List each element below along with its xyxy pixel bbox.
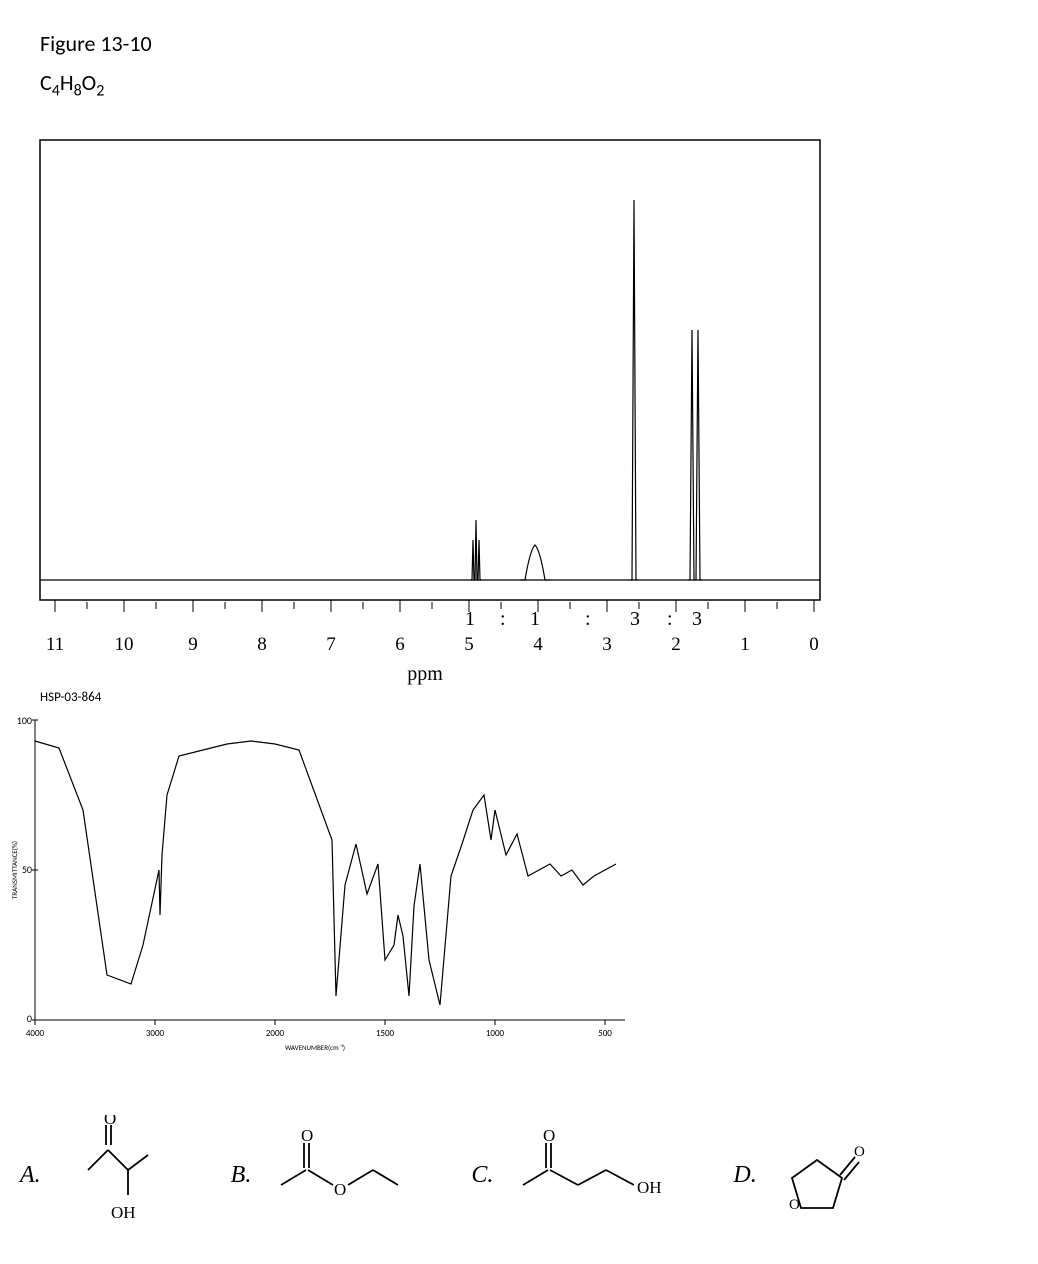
xtick-500: 500	[598, 1028, 612, 1039]
figure-title: Figure 13-10	[40, 30, 998, 57]
tick-8: 8	[257, 634, 267, 655]
ir-xtick-labels: 4000 3000 2000 1500 1000 500	[26, 1028, 612, 1039]
tick-5: 5	[464, 634, 474, 655]
ytick-0: 0	[27, 1012, 32, 1025]
svg-text:OH: OH	[637, 1178, 662, 1197]
tick-11: 11	[46, 634, 64, 655]
nmr-xticks	[40, 600, 820, 612]
nmr-chart: 1 : 1 : 3 : 3	[30, 130, 830, 690]
ytick-100: 100	[17, 714, 32, 727]
int-label-colon3: :	[667, 608, 673, 630]
tick-2: 2	[671, 634, 681, 655]
xtick-1000: 1000	[486, 1028, 505, 1039]
formula-h: H	[60, 69, 74, 96]
structure-options: A. O OH B.	[20, 1100, 1020, 1250]
xtick-2000: 2000	[266, 1028, 285, 1039]
structure-c-label: C.	[471, 1162, 493, 1189]
ir-ytick-labels: 100 50 0	[17, 714, 32, 1025]
tick-3: 3	[602, 634, 612, 655]
nmr-xtick-labels: 11 10 9 8 7 6 5 4 3 2 1 0	[46, 634, 819, 655]
structure-c-svg: O OH	[503, 1125, 703, 1225]
tick-0: 0	[809, 634, 819, 655]
int-label-1: 1	[465, 608, 475, 630]
formula-o-sub: 2	[96, 81, 104, 100]
nmr-svg: 1 : 1 : 3 : 3	[30, 130, 830, 690]
structure-a-label: A.	[20, 1162, 41, 1189]
svg-text:O: O	[301, 1126, 313, 1145]
int-label-4: 3	[692, 608, 702, 630]
tick-6: 6	[395, 634, 405, 655]
nmr-integration-labels: 1 : 1 : 3 : 3	[465, 608, 702, 630]
xtick-3000: 3000	[146, 1028, 165, 1039]
ir-curve	[35, 741, 616, 1005]
formula-o: O	[82, 69, 97, 96]
formula-h-sub: 8	[74, 81, 82, 100]
tick-1: 1	[740, 634, 750, 655]
structure-a: A. O OH	[20, 1115, 161, 1235]
svg-text:OH: OH	[111, 1203, 136, 1222]
ir-chart: TRANSMITTANCE(%) 100 50 0	[5, 700, 655, 1060]
page-container: Figure 13-10 C4H8O2	[0, 0, 1038, 1264]
tick-9: 9	[188, 634, 198, 655]
ir-xlabel: WAVENUMBER(cm⁻¹)	[285, 1043, 345, 1052]
nmr-border	[40, 140, 820, 600]
nmr-xlabel: ppm	[407, 663, 443, 685]
structure-b-label: B.	[231, 1162, 252, 1189]
xtick-4000: 4000	[26, 1028, 45, 1039]
formula-c: C	[40, 69, 52, 96]
svg-text:O: O	[854, 1144, 865, 1160]
formula-c-sub: 4	[52, 81, 60, 100]
molecular-formula: C4H8O2	[40, 69, 998, 100]
structure-d: D. O O	[733, 1120, 866, 1230]
ytick-50: 50	[22, 863, 32, 876]
structure-d-label: D.	[733, 1162, 756, 1189]
ir-xticks	[35, 1020, 605, 1025]
tick-7: 7	[326, 634, 336, 655]
svg-text:O: O	[543, 1126, 555, 1145]
int-label-colon1: :	[500, 608, 506, 630]
structure-c: C. O OH	[471, 1125, 703, 1225]
int-label-3: 3	[630, 608, 640, 630]
svg-text:O: O	[104, 1115, 116, 1128]
structure-a-svg: O OH	[51, 1115, 161, 1235]
tick-4: 4	[533, 634, 543, 655]
structure-b: B. O O	[231, 1125, 422, 1225]
xtick-1500: 1500	[376, 1028, 395, 1039]
svg-text:O: O	[334, 1180, 346, 1199]
structure-b-svg: O O	[261, 1125, 421, 1225]
svg-text:O: O	[789, 1197, 800, 1213]
ir-svg: TRANSMITTANCE(%) 100 50 0	[5, 700, 655, 1060]
int-label-colon2: :	[585, 608, 591, 630]
structure-d-svg: O O	[767, 1120, 867, 1230]
tick-10: 10	[115, 634, 134, 655]
ir-ylabel: TRANSMITTANCE(%)	[10, 841, 19, 899]
